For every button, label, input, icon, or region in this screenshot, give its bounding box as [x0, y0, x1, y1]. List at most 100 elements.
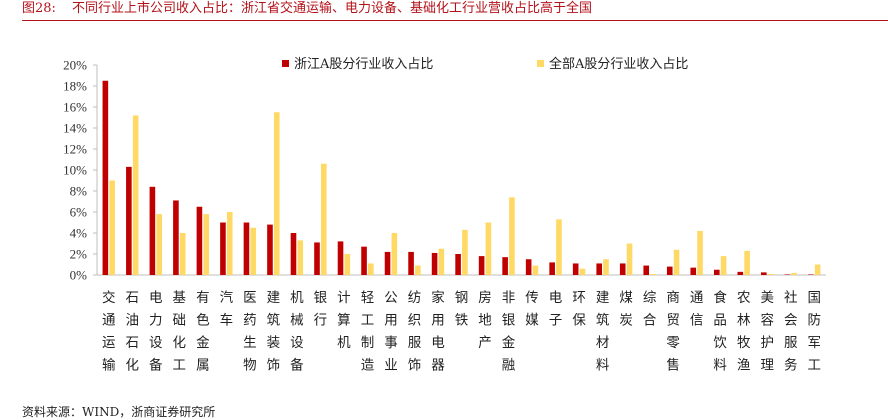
bar-zhejiang-27 — [713, 269, 720, 275]
x-tick-label: 建筑装饰 — [267, 290, 281, 374]
bar-zhejiang-3 — [149, 186, 156, 275]
x-tick-label: 通信 — [690, 290, 704, 329]
x-tick-label: 公用事业 — [384, 290, 398, 374]
y-tick-label: 12% — [63, 142, 87, 157]
bar-zhejiang-23 — [619, 263, 626, 275]
bar-zhejiang-9 — [290, 233, 297, 275]
bar-national-14 — [415, 265, 421, 275]
bar-national-20 — [556, 219, 562, 275]
bar-zhejiang-8 — [267, 224, 273, 275]
y-tick-label: 0% — [70, 268, 88, 283]
legend-label-zhejiang: 浙江A股分行业收入占比 — [294, 57, 433, 72]
bar-national-19 — [532, 265, 539, 275]
bar-zhejiang-6 — [220, 222, 226, 275]
bar-national-16 — [462, 229, 468, 275]
x-tick-label: 食品饮料 — [713, 289, 727, 374]
bar-national-25 — [673, 249, 680, 275]
bar-zhejiang-20 — [549, 262, 555, 275]
bar-zhejiang-28 — [737, 271, 744, 275]
y-tick-label: 4% — [70, 226, 88, 241]
bar-zhejiang-24 — [643, 265, 650, 275]
x-tick-label: 机械设备 — [290, 290, 304, 374]
bar-national-11 — [344, 254, 351, 275]
bar-zhejiang-13 — [384, 251, 391, 275]
x-tick-label: 国防军工 — [807, 290, 821, 374]
figure-number: 图28: — [22, 1, 56, 16]
x-tick-label: 农林牧渔 — [737, 290, 751, 374]
x-tick-label: 传媒 — [525, 290, 539, 329]
bar-zhejiang-16 — [455, 254, 461, 275]
figure-title: 图28: 不同行业上市公司收入占比：浙江省交通运输、电力设备、基础化工行业营收占比… — [22, 0, 592, 18]
bar-national-22 — [603, 259, 609, 275]
x-tick-label: 家用电器 — [431, 289, 445, 374]
bar-national-3 — [156, 214, 162, 275]
y-tick-label: 8% — [70, 184, 88, 199]
x-tick-label: 汽车 — [220, 290, 234, 329]
bar-national-13 — [391, 233, 398, 275]
x-tick-label: 房地产 — [478, 290, 492, 351]
bar-zhejiang-14 — [408, 251, 414, 275]
bar-national-31 — [814, 264, 821, 275]
x-tick-label: 建筑材料 — [596, 290, 610, 374]
y-tick-label: 2% — [70, 247, 88, 262]
bar-zhejiang-18 — [502, 257, 508, 275]
figure-caption: 不同行业上市公司收入占比：浙江省交通运输、电力设备、基础化工行业营收占比高于全国 — [71, 1, 592, 16]
bar-national-26 — [697, 230, 703, 275]
y-tick-label: 16% — [63, 100, 87, 115]
bars — [102, 80, 821, 276]
x-tick-label: 环保 — [572, 290, 586, 329]
bar-zhejiang-31 — [808, 274, 814, 275]
bar-zhejiang-1 — [102, 80, 109, 275]
legend-swatch-zhejiang — [282, 60, 289, 67]
legend-swatch-national — [537, 60, 544, 67]
source-note: 资料来源：WIND，浙商证券研究所 — [22, 405, 216, 419]
bar-zhejiang-25 — [666, 266, 673, 275]
bar-zhejiang-12 — [361, 246, 367, 275]
bar-zhejiang-4 — [173, 200, 179, 275]
x-tick-label: 纺织服饰 — [408, 290, 422, 374]
bar-zhejiang-19 — [525, 259, 532, 275]
bar-zhejiang-26 — [690, 267, 697, 275]
y-tick-label: 6% — [70, 205, 88, 220]
bar-national-5 — [203, 214, 210, 275]
y-axis: 0% 2% 4% 6% 8% 10% 12% 14% 16% 18% 20% — [63, 58, 826, 283]
bar-zhejiang-11 — [337, 241, 344, 275]
bar-national-29 — [767, 273, 774, 275]
bar-national-15 — [438, 248, 445, 275]
bar-national-23 — [626, 243, 633, 275]
bar-national-21 — [579, 268, 586, 275]
bar-national-17 — [485, 222, 492, 275]
x-tick-label: 综合 — [643, 290, 657, 329]
bar-chart: 0% 2% 4% 6% 8% 10% 12% 14% 16% 18% 20% 交通运输石油石化电力设… — [63, 56, 826, 374]
x-tick-label: 有色金属 — [196, 290, 210, 374]
y-tick-label: 20% — [63, 58, 87, 73]
legend-label-national: 全部A股分行业收入占比 — [549, 56, 688, 72]
x-axis-labels: 交通运输石油石化电力设备基础化工有色金属汽车医药生物建筑装饰机械设备银行计算机轻… — [102, 289, 821, 374]
bar-zhejiang-22 — [596, 263, 602, 275]
bar-zhejiang-21 — [572, 263, 579, 275]
bar-national-4 — [179, 233, 186, 275]
x-tick-label: 石油石化 — [126, 290, 140, 374]
bar-national-24 — [650, 273, 656, 275]
bar-zhejiang-29 — [761, 272, 767, 276]
bar-zhejiang-30 — [784, 274, 791, 275]
bar-zhejiang-10 — [314, 242, 320, 275]
bar-national-2 — [132, 115, 139, 276]
x-tick-label: 社会服务 — [784, 290, 798, 374]
x-tick-label: 轻工制造 — [361, 290, 375, 374]
bar-national-9 — [297, 240, 304, 275]
y-tick-label: 10% — [63, 163, 87, 178]
bar-national-1 — [109, 180, 115, 275]
x-tick-label: 电子 — [549, 290, 563, 329]
bar-national-27 — [720, 256, 727, 275]
x-tick-label: 煤炭 — [619, 290, 633, 329]
x-tick-label: 银行 — [314, 290, 328, 329]
y-tick-label: 18% — [63, 79, 87, 94]
bar-zhejiang-17 — [478, 256, 485, 275]
x-tick-label: 计算机 — [337, 290, 351, 351]
x-tick-label: 交通运输 — [102, 289, 116, 374]
y-tick-label: 14% — [63, 121, 87, 136]
bar-national-6 — [226, 212, 233, 275]
x-tick-label: 基础化工 — [173, 289, 187, 374]
x-tick-label: 非银金融 — [502, 290, 516, 374]
